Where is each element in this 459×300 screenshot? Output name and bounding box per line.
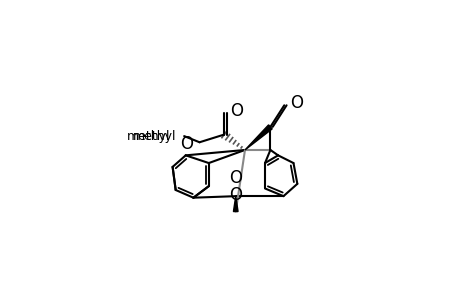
Text: O: O (229, 186, 242, 204)
Text: O: O (290, 94, 303, 112)
Polygon shape (233, 196, 238, 212)
Text: O: O (229, 169, 242, 188)
Text: methyl: methyl (127, 130, 170, 142)
Text: methyl: methyl (133, 130, 176, 142)
Polygon shape (245, 125, 272, 150)
Text: O: O (180, 135, 193, 153)
Text: O: O (230, 102, 243, 120)
